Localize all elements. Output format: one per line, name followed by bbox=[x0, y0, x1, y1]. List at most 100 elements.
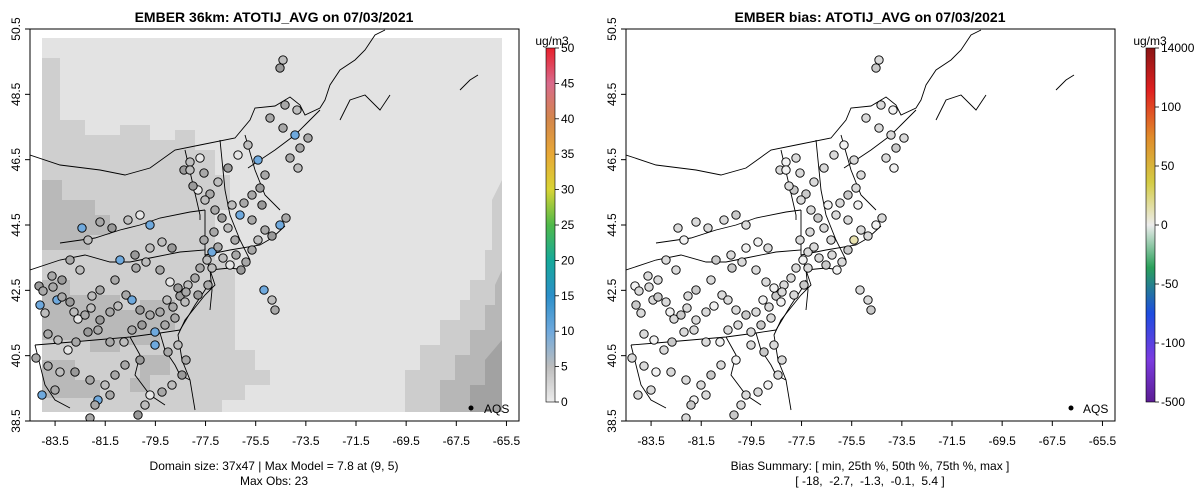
obs-site-marker bbox=[202, 255, 212, 265]
obs-site-marker bbox=[207, 247, 217, 257]
obs-site-marker bbox=[130, 250, 140, 260]
y-tick-label: 42.5 bbox=[9, 278, 23, 302]
obs-site-marker bbox=[53, 335, 63, 345]
obs-site-marker bbox=[877, 213, 887, 223]
obs-site-marker bbox=[93, 325, 103, 335]
right-map-area bbox=[626, 29, 1115, 421]
obs-site-marker bbox=[691, 315, 701, 325]
y-tick-label: 50.5 bbox=[605, 17, 619, 41]
obs-site-marker bbox=[141, 257, 151, 267]
obs-site-marker bbox=[127, 295, 137, 305]
obs-site-marker bbox=[764, 302, 774, 312]
obs-site-marker bbox=[689, 325, 699, 335]
obs-site-marker bbox=[665, 307, 675, 317]
obs-site-marker bbox=[784, 181, 794, 191]
obs-site-marker bbox=[863, 295, 873, 305]
obs-site-marker bbox=[746, 340, 756, 350]
x-tick-label: -69.5 bbox=[392, 434, 420, 448]
right-colorbar-unit: ug/m3 bbox=[1133, 34, 1167, 48]
left-x-axis: -83.5 -81.5 -79.5 -77.5 -75.5 -73.5 -71.5 -69.5… bbox=[41, 421, 520, 448]
obs-site-marker bbox=[90, 400, 100, 410]
x-tick-label: -65.5 bbox=[1089, 434, 1117, 448]
obs-site-marker bbox=[636, 308, 646, 318]
obs-site-marker bbox=[168, 302, 178, 312]
x-tick-label: -73.5 bbox=[888, 434, 916, 448]
right-title: EMBER bias: ATOTIJ_AVG on 07/03/2021 bbox=[734, 9, 1005, 25]
obs-site-marker bbox=[719, 215, 729, 225]
obs-site-marker bbox=[661, 255, 671, 265]
obs-site-marker bbox=[843, 190, 853, 200]
obs-site-marker bbox=[763, 243, 773, 253]
obs-site-marker bbox=[723, 295, 733, 305]
obs-site-marker bbox=[776, 297, 786, 307]
colorbar-tick-label: 100 bbox=[1161, 100, 1181, 114]
x-tick-label: -71.5 bbox=[938, 434, 966, 448]
obs-site-marker bbox=[763, 380, 773, 390]
obs-site-marker bbox=[809, 177, 819, 187]
obs-site-marker bbox=[223, 163, 233, 173]
obs-site-marker bbox=[40, 308, 50, 318]
obs-site-marker bbox=[205, 189, 215, 199]
obs-site-marker bbox=[751, 265, 761, 275]
obs-site-marker bbox=[145, 220, 155, 230]
obs-site-marker bbox=[225, 260, 235, 270]
obs-site-marker bbox=[843, 215, 853, 225]
obs-site-marker bbox=[866, 305, 876, 315]
obs-site-marker bbox=[644, 282, 654, 292]
obs-site-marker bbox=[247, 245, 257, 255]
colorbar-tick-label: 0 bbox=[1161, 218, 1168, 232]
obs-site-marker bbox=[135, 355, 145, 365]
right-x-axis: -83.5 -81.5 -79.5 -77.5 -75.5 -73.5 -71.5 -69.5… bbox=[637, 421, 1116, 448]
y-tick-label: 48.5 bbox=[605, 82, 619, 106]
obs-site-marker bbox=[260, 170, 270, 180]
obs-site-marker bbox=[48, 282, 58, 292]
y-tick-label: 46.5 bbox=[9, 148, 23, 172]
obs-site-marker bbox=[769, 283, 779, 293]
obs-site-marker bbox=[155, 307, 165, 317]
obs-site-marker bbox=[253, 235, 263, 245]
x-tick-label: -77.5 bbox=[192, 434, 220, 448]
obs-site-marker bbox=[69, 307, 79, 317]
y-tick-label: 38.5 bbox=[605, 409, 619, 433]
obs-site-marker bbox=[43, 329, 53, 339]
obs-site-marker bbox=[73, 314, 83, 324]
obs-site-marker bbox=[661, 297, 671, 307]
obs-site-marker bbox=[876, 100, 886, 110]
obs-site-marker bbox=[759, 347, 769, 357]
obs-site-marker bbox=[150, 340, 160, 350]
obs-site-marker bbox=[781, 165, 791, 175]
obs-site-marker bbox=[167, 380, 177, 390]
obs-site-marker bbox=[691, 217, 701, 227]
obs-site-marker bbox=[777, 355, 787, 365]
obs-site-marker bbox=[756, 320, 766, 330]
obs-site-marker bbox=[795, 168, 805, 178]
obs-site-marker bbox=[831, 210, 841, 220]
obs-site-marker bbox=[43, 361, 53, 371]
obs-site-marker bbox=[889, 163, 899, 173]
obs-site-marker bbox=[639, 329, 649, 339]
y-tick-label: 44.5 bbox=[9, 213, 23, 237]
obs-site-marker bbox=[683, 291, 693, 301]
obs-site-marker bbox=[798, 255, 808, 265]
obs-site-marker bbox=[162, 295, 172, 305]
obs-site-marker bbox=[849, 235, 859, 245]
obs-site-marker bbox=[85, 375, 95, 385]
obs-site-marker bbox=[835, 198, 845, 208]
x-tick-label: -83.5 bbox=[41, 434, 69, 448]
obs-site-marker bbox=[140, 400, 150, 410]
colorbar-tick-label: 35 bbox=[561, 147, 575, 161]
obs-site-marker bbox=[666, 367, 676, 377]
obs-site-marker bbox=[803, 247, 813, 257]
obs-site-marker bbox=[753, 237, 763, 247]
obs-site-marker bbox=[57, 292, 67, 302]
obs-site-marker bbox=[746, 327, 756, 337]
obs-site-marker bbox=[285, 153, 295, 163]
obs-site-marker bbox=[701, 307, 711, 317]
obs-site-marker bbox=[851, 183, 861, 193]
obs-site-marker bbox=[731, 305, 741, 315]
obs-site-marker bbox=[821, 260, 831, 270]
left-footer-line2: Max Obs: 23 bbox=[240, 474, 308, 488]
obs-site-marker bbox=[806, 205, 816, 215]
obs-site-marker bbox=[95, 217, 105, 227]
x-tick-label: -75.5 bbox=[838, 434, 866, 448]
